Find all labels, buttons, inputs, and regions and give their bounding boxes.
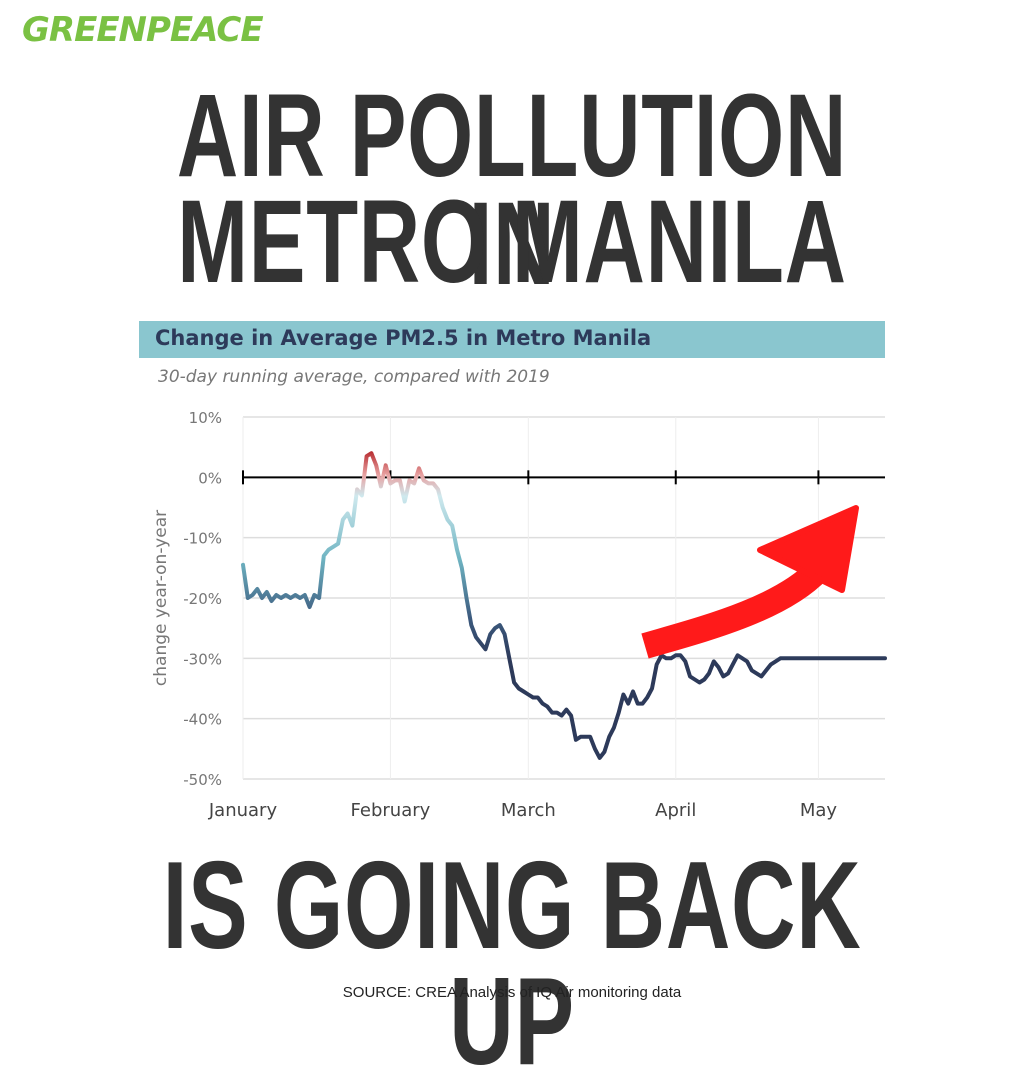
x-tick-label: March [501,800,556,821]
y-tick-label: -50% [183,771,222,789]
zero-line-group [242,470,885,485]
y-tick-label: -30% [183,650,222,668]
y-tick-labels: 10% 0% -10% -20% -30% -40% -50% [183,409,222,789]
y-tick-label: 10% [189,409,222,427]
y-tick-label: -10% [183,530,222,548]
x-tick-label: February [351,800,431,821]
headline-line-1: AIR POLLUTION IN [176,70,848,310]
headline-line-3: IS GOING BACK UP [162,837,862,1091]
x-tick-label: May [800,800,838,821]
y-axis-label: change year-on-year [151,510,171,686]
y-tick-label: -40% [183,711,222,729]
red-arrow-shaft [641,560,828,659]
greenpeace-logo: GREENPEACE [22,10,264,50]
y-tick-label: 0% [198,469,222,487]
source-note: SOURCE: CREA Analysis of IQ Air monitori… [342,984,682,1001]
y-tick-label: -20% [183,590,222,608]
pm25-line-chart: 10% 0% -10% -20% -30% -40% -50% January Februar… [151,409,887,821]
series-line [241,451,887,760]
red-arrow-head [757,505,859,593]
chart-title-bar [139,321,885,358]
x-tick-label: April [655,800,696,821]
x-tick-labels: January February March April May [208,800,837,821]
chart-subtitle: 30-day running average, compared with 20… [158,367,550,387]
chart-title: Change in Average PM2.5 in Metro Manila [155,326,652,350]
x-tick-label: January [208,800,278,821]
headline-line-2: METRO MANILA [177,176,847,308]
